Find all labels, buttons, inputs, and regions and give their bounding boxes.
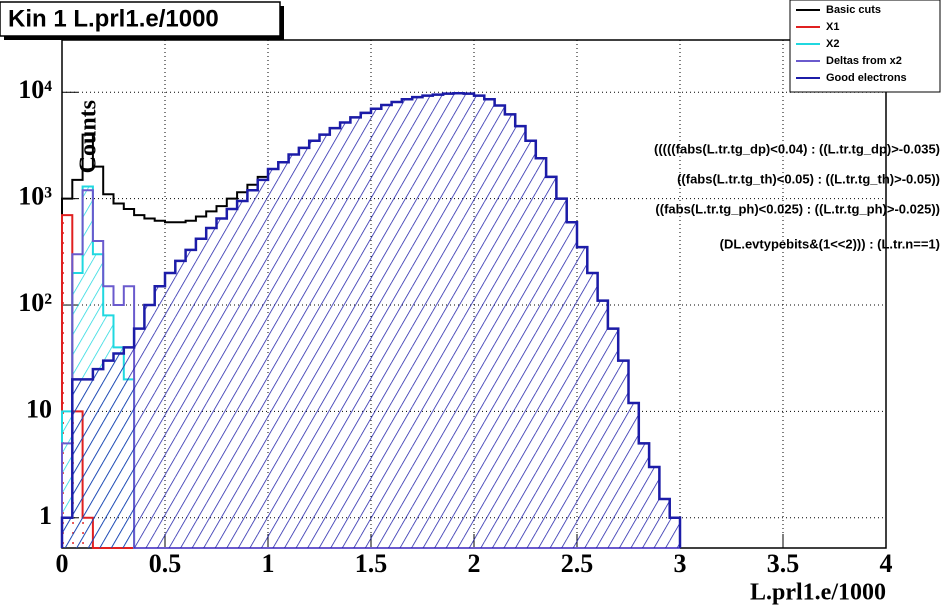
histogram-bar [82, 379, 93, 548]
histogram-bar [566, 222, 577, 549]
histogram-bar [82, 186, 93, 549]
histogram-bar [443, 93, 454, 548]
histogram-bar [515, 126, 526, 548]
x-tick-label: 2 [468, 549, 481, 578]
histogram-bar [474, 95, 485, 549]
x-axis-label: L.prl1.e/1000 [750, 580, 886, 606]
histogram-bar [494, 105, 505, 548]
histogram-bar [381, 104, 392, 549]
histogram-bar [577, 247, 588, 548]
y-axis-label: Counts [76, 100, 102, 173]
annotation: (((((fabs(L.tr.tg_dp)<0.04) : ((L.tr.tg_… [654, 141, 940, 156]
histogram-bar [525, 140, 536, 548]
legend-label: Basic cuts [826, 4, 881, 16]
chart-title: Kin 1 L.prl1.e/1000 [8, 5, 219, 32]
x-tick-label: 3.5 [767, 549, 800, 578]
histogram-bar [62, 215, 73, 549]
histogram-bar [226, 208, 238, 548]
histogram-bar [360, 112, 371, 548]
histogram-bar [268, 168, 279, 548]
annotation: ((fabs(L.tr.tg_th)<0.05) : ((L.tr.tg_th)… [677, 171, 940, 186]
x-tick-label: 0 [56, 549, 69, 578]
x-tick-label: 2.5 [561, 549, 594, 578]
histogram-bar [247, 190, 258, 548]
histogram-bar [432, 94, 444, 549]
histogram-bar [319, 134, 330, 548]
legend-label: Good electrons [826, 72, 907, 84]
legend-box [789, 0, 941, 93]
histogram-bar [607, 328, 619, 548]
histogram-bar [587, 273, 598, 548]
histogram-bar [62, 517, 73, 548]
histogram-bar [669, 517, 680, 548]
histogram-bar [638, 443, 650, 548]
x-tick-label: 1.5 [355, 549, 388, 578]
y-tick-label: 1 [39, 501, 52, 530]
x-tick-label: 1 [262, 549, 275, 578]
y-tick-label: 10⁴ [18, 75, 52, 104]
annotation: (DL.evtypebits&(1<<2))) : (L.tr.n==1) [720, 236, 940, 251]
histogram-bar [309, 140, 320, 548]
histogram-outline [60, 91, 682, 548]
histogram-bar [278, 162, 289, 548]
y-tick-label: 10² [18, 288, 52, 317]
histogram-bar [504, 114, 516, 548]
legend-label: X2 [826, 38, 839, 50]
histogram-bar [123, 347, 135, 548]
histogram-bar [103, 360, 114, 548]
histogram-bar [144, 305, 155, 548]
x-tick-label: 4 [880, 549, 893, 578]
histogram-bar [649, 467, 660, 548]
histogram-bar [216, 218, 227, 548]
histogram-bar [288, 154, 299, 548]
histogram-bar [597, 300, 608, 548]
histogram-bar [463, 93, 474, 548]
histogram-bar [237, 201, 248, 548]
histogram-bar [329, 128, 341, 548]
histogram-bar [298, 147, 310, 548]
histogram-bar [195, 238, 207, 549]
histogram-bar [72, 379, 83, 548]
annotation: ((fabs(L.tr.tg_ph)<0.025) : ((L.tr.tg_ph… [655, 201, 940, 216]
legend-label: X1 [826, 21, 839, 33]
x-tick-label: 0.5 [149, 549, 182, 578]
histogram-bar [422, 95, 433, 549]
histogram-bar [412, 97, 423, 549]
histogram-bar [659, 499, 670, 548]
title-box [0, 1, 281, 37]
legend-label: Deltas from x2 [826, 55, 902, 67]
histogram-bar [175, 260, 186, 548]
histogram-bar [546, 176, 557, 548]
histogram-bar [401, 99, 413, 549]
histogram-bar [185, 249, 196, 548]
histogram-bar [556, 198, 567, 548]
histogram-bar [371, 108, 382, 548]
histogram-bar [628, 402, 639, 548]
histogram-bar [62, 411, 73, 548]
histogram-bar [535, 158, 547, 549]
histogram-bar [134, 328, 145, 548]
histogram-bar [154, 286, 165, 548]
x-tick-label: 3 [674, 549, 687, 578]
histogram-bar [92, 369, 104, 548]
histogram-bar [350, 117, 361, 548]
histogram-bar [391, 102, 402, 548]
plot [60, 40, 887, 549]
y-tick-label: 10³ [18, 182, 52, 211]
histogram-bar [618, 360, 629, 548]
histogram-bar [165, 273, 176, 548]
histogram-bar [206, 227, 217, 548]
histogram-bar [257, 179, 268, 549]
histogram-bar [484, 99, 495, 549]
histogram-bar [340, 122, 351, 549]
histogram-bar [453, 93, 464, 548]
histogram-bar [113, 353, 124, 548]
y-tick-label: 10 [26, 394, 52, 423]
